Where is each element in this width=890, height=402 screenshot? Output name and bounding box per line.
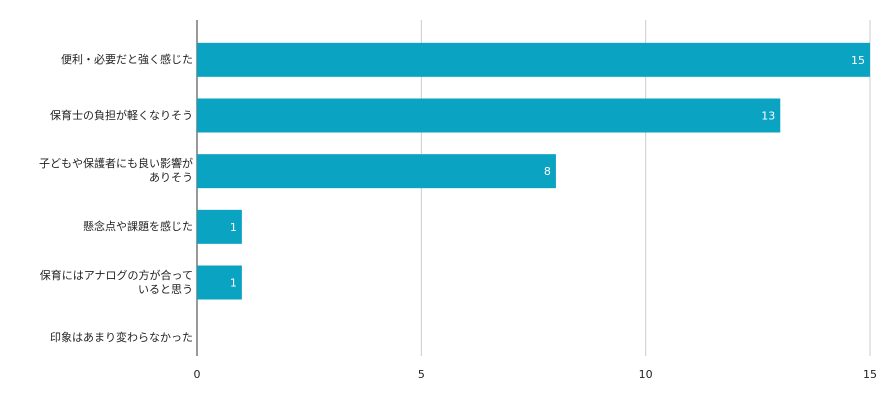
x-tick-label: 0: [194, 368, 201, 381]
value-label: 1: [230, 277, 237, 290]
value-label: 1: [230, 221, 237, 234]
y-tick-label: 懸念点や課題を感じた: [83, 219, 193, 233]
y-tick-label: 印象はあまり変わらなかった: [50, 331, 193, 345]
bar: [197, 154, 556, 189]
bar: [197, 98, 781, 133]
x-tick-label: 10: [639, 368, 653, 381]
y-tick-label: 子どもや保護者にも良い影響が ありそう: [39, 157, 193, 185]
bar: [197, 209, 242, 244]
y-tick-label: 保育士の負担が軽くなりそう: [50, 108, 193, 122]
bar: [197, 42, 870, 77]
value-label: 8: [544, 165, 551, 178]
bar: [197, 265, 242, 300]
y-tick-label: 保育にはアナログの方が合って いると思う: [39, 268, 193, 296]
value-label: 13: [761, 110, 775, 123]
x-tick-label: 5: [418, 368, 425, 381]
x-tick-label: 15: [863, 368, 877, 381]
y-tick-label: 便利・必要だと強く感じた: [61, 52, 193, 66]
value-label: 15: [851, 54, 865, 67]
